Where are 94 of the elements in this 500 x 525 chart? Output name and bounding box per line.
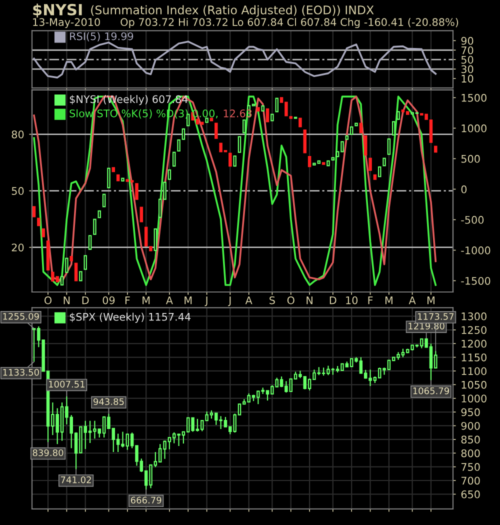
line-series xyxy=(33,40,437,78)
x-tick-label: N xyxy=(64,296,70,304)
candlestick xyxy=(242,119,246,134)
candlestick xyxy=(172,152,176,167)
y2-tick-label: -500 xyxy=(461,216,484,224)
x-tick-label: D xyxy=(330,296,336,304)
annotation: 943.85 xyxy=(94,398,124,406)
y-tick-label: 90 xyxy=(461,36,474,45)
x-tick-label: J xyxy=(228,296,231,306)
legend-label: $SPX (Weekly) 1157.44 xyxy=(70,312,191,323)
x-tick-label: O xyxy=(287,296,294,304)
x-tick-label: F xyxy=(368,296,373,304)
annotation: 666.79 xyxy=(130,496,162,504)
y-tick-label: 20 xyxy=(12,244,24,252)
y-tick-label: 30 xyxy=(461,65,474,74)
x-tick-label: 09 xyxy=(102,296,115,304)
y-tick-label: 850 xyxy=(461,436,480,444)
chart-subtitle: (Summation Index (Ratio Adjusted) (EOD)) INDX xyxy=(91,5,374,17)
candlestick xyxy=(74,262,78,282)
candlestick xyxy=(308,156,312,168)
y-tick-label: 900 xyxy=(461,422,480,430)
x-tick-label: J xyxy=(204,296,208,306)
y-tick-label: 80 xyxy=(12,130,24,138)
x-tick-label: O xyxy=(44,296,52,304)
annotation: 1133.50 xyxy=(3,368,39,376)
candlestick xyxy=(102,194,106,208)
x-tick-label: M xyxy=(428,296,434,304)
candlestick xyxy=(359,122,363,134)
annotation: 1255.09 xyxy=(3,312,39,320)
x-tick-label: F xyxy=(125,296,130,304)
candlestick xyxy=(387,138,391,155)
x-tick-label: A xyxy=(245,296,252,304)
candlestick xyxy=(93,218,96,235)
candlestick xyxy=(368,158,372,171)
y-tick-label: 10 xyxy=(462,74,474,83)
y2-tick-label: -1500 xyxy=(461,276,490,285)
candlestick xyxy=(233,155,236,167)
candlestick xyxy=(275,98,278,112)
candlestick xyxy=(140,206,144,222)
annotation: 1007.51 xyxy=(49,380,85,388)
y-tick-label: 1250 xyxy=(462,326,486,334)
candlestick xyxy=(238,136,242,153)
candlestick xyxy=(135,183,138,200)
legend-label: RSI(5) 19.99 xyxy=(70,32,134,42)
y2-tick-label: 0 xyxy=(461,185,467,194)
candlestick xyxy=(107,168,110,188)
y2-tick-label: 500 xyxy=(461,154,480,163)
candlestick xyxy=(266,108,270,122)
candlestick xyxy=(364,135,368,156)
annotation: 839.80 xyxy=(32,449,64,456)
chart-title: $NYSI xyxy=(33,4,82,18)
x-tick-label: M xyxy=(184,296,192,304)
candlestick xyxy=(32,206,36,218)
candlestick xyxy=(378,166,382,178)
x-tick-label: 10 xyxy=(346,296,358,304)
y-tick-label: 650 xyxy=(461,490,480,498)
candlestick xyxy=(228,152,232,167)
x-tick-label: A xyxy=(166,296,173,304)
y-tick-label: 800 xyxy=(461,449,480,458)
candlestick xyxy=(65,258,68,273)
y-tick-label: 1200 xyxy=(462,340,486,348)
x-tick-label: D xyxy=(82,296,89,304)
x-tick-label: A xyxy=(408,296,416,304)
y-tick-label: 750 xyxy=(461,463,480,471)
candlestick xyxy=(303,129,307,154)
y-tick-label: 1000 xyxy=(462,394,486,402)
x-tick-label: M xyxy=(142,296,150,304)
y-tick-label: 700 xyxy=(461,476,480,485)
candlestick xyxy=(88,235,92,250)
x-tick-label: M xyxy=(385,296,392,304)
y2-tick-label: 1500 xyxy=(462,94,486,102)
y-tick-label: 70 xyxy=(461,46,474,54)
annotation: 1065.79 xyxy=(413,387,450,394)
annotation: 1173.57 xyxy=(418,313,454,320)
candlestick xyxy=(168,169,172,180)
candlestick xyxy=(214,122,218,139)
annotation: 741.02 xyxy=(60,476,91,484)
x-tick-label: S xyxy=(270,296,275,304)
candlestick xyxy=(392,121,396,136)
annotation: 1219.80 xyxy=(408,322,444,330)
y-tick-label: 50 xyxy=(12,187,24,195)
x-tick-label: N xyxy=(306,296,312,304)
text: 13-May-2010 xyxy=(33,18,100,28)
y-tick-label: 1050 xyxy=(462,380,486,389)
y2-tick-label: -1000 xyxy=(461,246,490,254)
y-tick-label: 950 xyxy=(461,408,480,416)
y-tick-label: 1300 xyxy=(462,312,486,320)
candlestick xyxy=(79,271,82,282)
candlestick xyxy=(154,228,158,251)
y-tick-label: 1100 xyxy=(462,367,486,376)
y-tick-label: 1150 xyxy=(462,353,486,362)
text: Op 703.72 Hi 703.72 Lo 607.84 Cl 607.84 Chg -160.41 (-20.88%) xyxy=(120,18,458,28)
candlestick xyxy=(84,255,87,270)
y-tick-label: 50 xyxy=(461,56,474,64)
